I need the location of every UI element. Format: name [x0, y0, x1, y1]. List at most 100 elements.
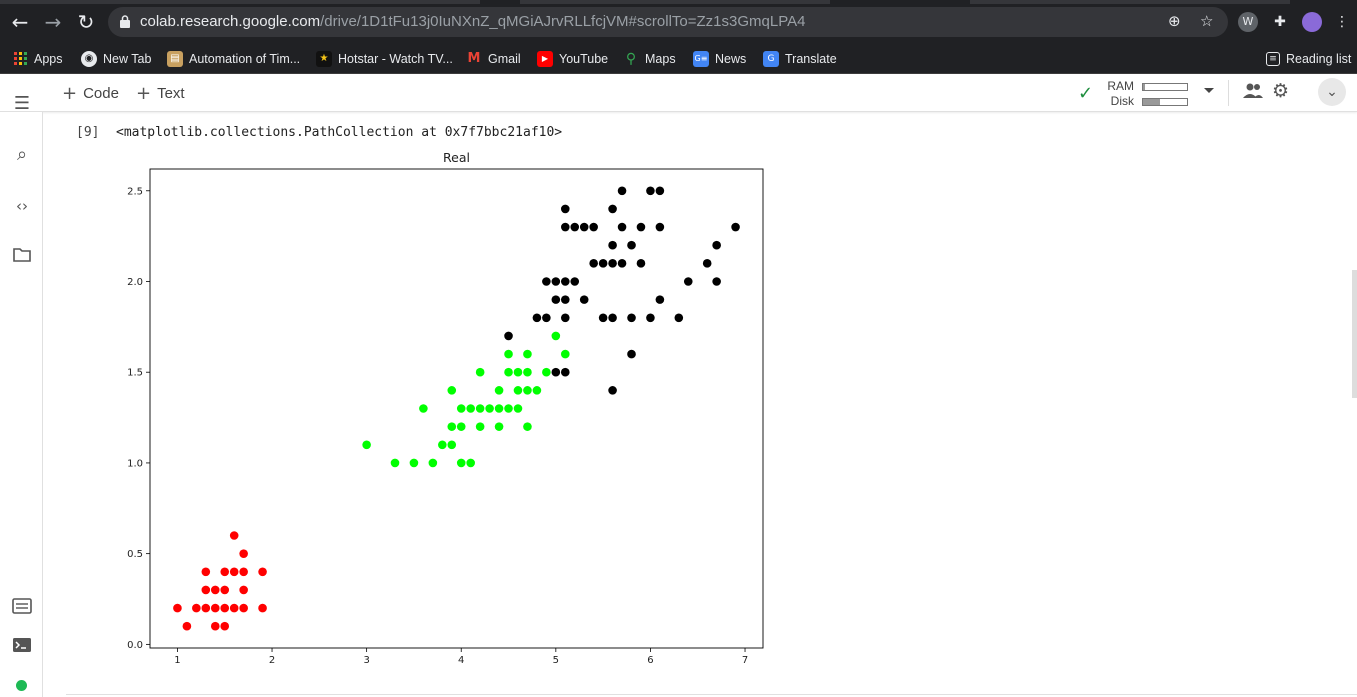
forward-arrow-icon[interactable]: → [44, 10, 62, 34]
bookmark-label: Hotstar - Watch TV... [338, 52, 453, 66]
collapse-header-button[interactable]: ⌄ [1318, 78, 1346, 106]
extensions-puzzle-icon[interactable]: ✚ [1274, 14, 1286, 30]
resource-monitor[interactable]: ✓ RAM Disk [1078, 78, 1218, 108]
data-point [494, 422, 504, 431]
data-point [551, 331, 561, 341]
data-point [589, 259, 598, 268]
data-point [551, 277, 561, 286]
connected-check-icon: ✓ [1078, 83, 1094, 104]
browser-toolbar: ← → ↻ colab.research.google.com/drive/1D… [0, 0, 1357, 44]
youtube-icon: ▶ [537, 51, 553, 67]
data-point [589, 222, 598, 232]
maps-pin-icon: ⚲ [625, 51, 637, 67]
data-point [466, 458, 475, 468]
data-point [173, 603, 182, 613]
code-snippets-icon[interactable]: ‹› [16, 197, 28, 215]
data-point [504, 331, 513, 341]
data-point [409, 458, 419, 468]
data-point [513, 367, 523, 377]
menu-kebab-icon[interactable]: ⋮ [1335, 14, 1349, 30]
bookmark-star-icon[interactable]: ☆ [1200, 12, 1214, 30]
settings-gear-icon[interactable]: ⚙ [1272, 80, 1290, 102]
y-tick-label: 1.5 [127, 368, 143, 379]
data-point [239, 567, 248, 577]
lock-icon [120, 15, 130, 28]
add-text-button[interactable]: + Text [136, 83, 185, 104]
tab-strip [520, 0, 830, 4]
reading-list-label: Reading list [1286, 52, 1352, 66]
data-point [475, 422, 485, 431]
data-point [220, 603, 230, 613]
data-point [560, 313, 570, 323]
add-code-label: Code [83, 85, 119, 102]
y-tick-label: 2.5 [127, 186, 143, 197]
x-tick-label: 4 [458, 655, 464, 666]
add-code-button[interactable]: + Code [62, 83, 119, 104]
scrollbar-thumb[interactable] [1352, 270, 1357, 398]
y-tick-label: 1.0 [127, 458, 143, 469]
address-bar[interactable]: colab.research.google.com/drive/1D1tFu13… [108, 7, 1228, 37]
data-point [456, 404, 466, 413]
data-point [646, 186, 655, 196]
bookmark-maps[interactable]: ⚲ Maps [623, 50, 676, 68]
data-point [560, 349, 570, 359]
data-point [220, 621, 230, 631]
bookmark-translate[interactable]: G Translate [763, 50, 837, 68]
data-point [513, 404, 523, 413]
data-point [229, 531, 239, 540]
data-point [504, 349, 513, 359]
data-point [627, 240, 636, 250]
share-people-icon[interactable] [1242, 80, 1264, 107]
cell-output: [9] <matplotlib.collections.PathCollecti… [43, 112, 1343, 697]
plus-icon: + [136, 83, 152, 104]
data-point [655, 186, 665, 196]
data-point [551, 367, 561, 377]
reload-icon[interactable]: ↻ [77, 10, 95, 34]
data-point [220, 585, 230, 595]
bookmark-news[interactable]: G≡ News [693, 50, 746, 68]
back-arrow-icon[interactable]: ← [11, 10, 29, 34]
data-point [504, 367, 513, 377]
data-point [419, 404, 428, 413]
chevron-down-icon[interactable] [1204, 88, 1214, 93]
data-point [428, 458, 438, 468]
disk-usage-fill [1143, 99, 1160, 105]
bookmark-label: New Tab [103, 52, 152, 66]
data-point [229, 567, 239, 577]
data-point [456, 422, 466, 431]
command-palette-icon[interactable] [11, 598, 33, 620]
data-point [523, 422, 532, 431]
zoom-icon[interactable]: ⊕ [1168, 12, 1181, 30]
data-point [542, 367, 551, 377]
bookmark-gmail[interactable]: M Gmail [466, 50, 521, 68]
url-text[interactable]: colab.research.google.com/drive/1D1tFu13… [140, 13, 805, 30]
ram-label: RAM [1107, 79, 1134, 93]
reading-list-button[interactable]: ≡ Reading list [1266, 50, 1351, 68]
data-point [560, 367, 570, 377]
terminal-icon[interactable] [11, 637, 33, 659]
bookmark-new-tab[interactable]: ◉ New Tab [81, 50, 151, 68]
bookmark-automation[interactable]: ▤ Automation of Tim... [167, 50, 300, 68]
data-point [258, 567, 267, 577]
data-point [532, 386, 542, 395]
apps-grid-icon [14, 52, 27, 65]
bookmark-label: Translate [785, 52, 837, 66]
data-point [229, 603, 239, 613]
data-point [636, 259, 646, 268]
data-point [220, 567, 230, 577]
table-of-contents-icon[interactable]: ☰ [13, 93, 31, 114]
data-point [570, 277, 580, 286]
extension-w-icon[interactable]: W [1238, 12, 1258, 32]
data-point [494, 386, 504, 395]
disk-usage-bar [1142, 98, 1188, 106]
bookmark-youtube[interactable]: ▶ YouTube [537, 50, 608, 68]
files-folder-icon[interactable] [11, 246, 33, 268]
bookmark-hotstar[interactable]: ★ Hotstar - Watch TV... [316, 50, 453, 68]
search-icon[interactable]: ⌕ [16, 144, 28, 165]
bookmark-label: Apps [34, 52, 63, 66]
profile-avatar-icon[interactable] [1302, 12, 1322, 32]
x-tick-label: 1 [174, 655, 180, 666]
bookmark-apps[interactable]: Apps [14, 50, 63, 68]
data-point [475, 367, 485, 377]
x-tick-label: 3 [363, 655, 369, 666]
